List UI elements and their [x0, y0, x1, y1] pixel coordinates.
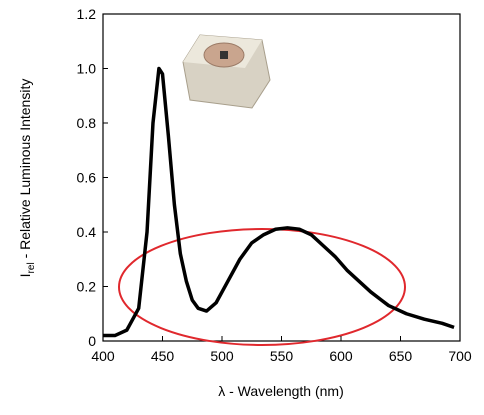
x-axis-label: λ - Wavelength (nm) [218, 383, 344, 399]
x-tick-label: 500 [210, 348, 234, 364]
x-tick-label: 600 [329, 348, 353, 364]
y-label-sub: rel [26, 262, 37, 273]
y-label-rest: - Relative Luminous Intensity [17, 79, 33, 263]
highlight-ellipse [118, 228, 406, 346]
led-image [182, 34, 271, 109]
y-axis-label: Irel - Relative Luminous Intensity [17, 79, 37, 278]
spectrum-line [103, 66, 455, 338]
x-tick-label: 400 [91, 348, 115, 364]
plot-frame [102, 13, 461, 342]
y-tick-label: 0.6 [77, 170, 97, 186]
x-tick-label: 450 [151, 348, 175, 364]
y-tick-label: 0 [88, 333, 96, 349]
y-tick-label: 0.4 [77, 224, 97, 240]
y-tick-label: 0.2 [77, 279, 97, 295]
x-tick-label: 650 [389, 348, 413, 364]
y-tick-label: 1.0 [77, 61, 97, 77]
y-label-main: I [17, 273, 33, 277]
y-tick-label: 0.8 [77, 115, 97, 131]
x-tick-label: 550 [270, 348, 294, 364]
y-tick-label: 1.2 [77, 6, 97, 22]
led-chip [220, 51, 228, 59]
x-tick-label: 700 [448, 348, 472, 364]
